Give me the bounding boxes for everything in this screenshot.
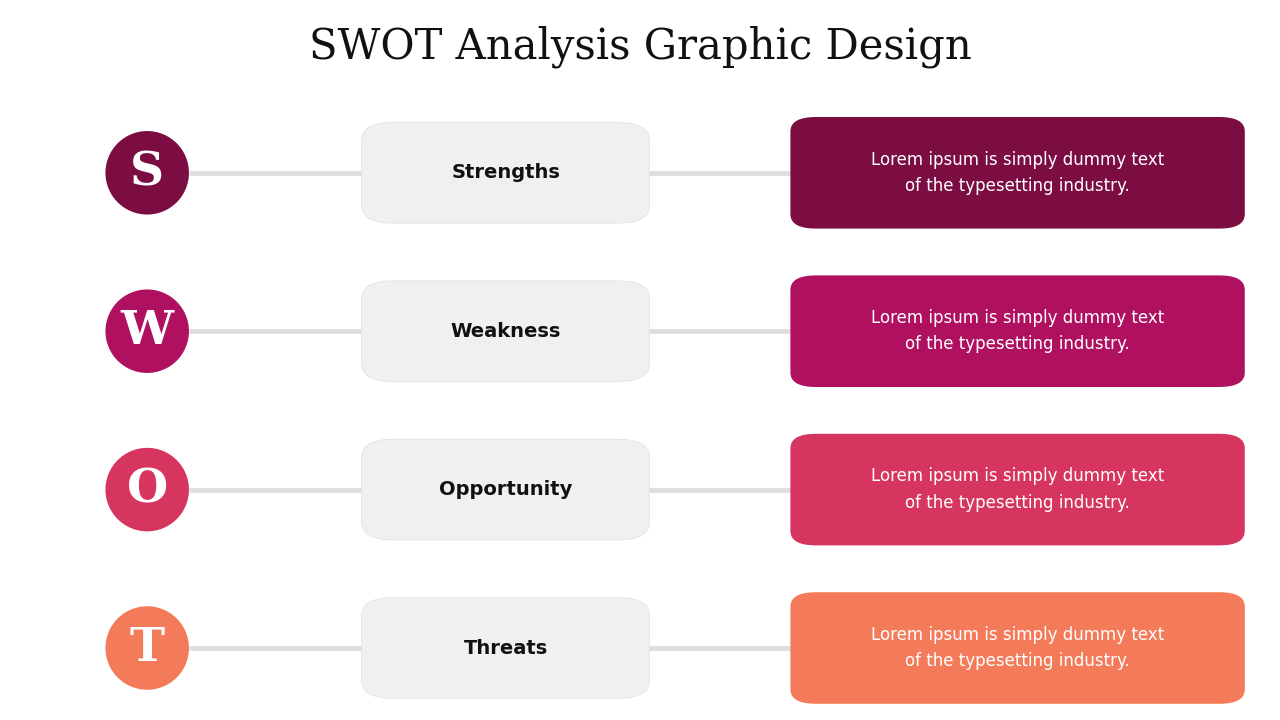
Text: Weakness: Weakness [451,322,561,341]
Text: Opportunity: Opportunity [439,480,572,499]
Text: Lorem ipsum is simply dummy text
of the typesetting industry.: Lorem ipsum is simply dummy text of the … [870,309,1165,354]
FancyBboxPatch shape [361,439,649,540]
FancyBboxPatch shape [791,275,1244,387]
Text: S: S [131,150,164,196]
FancyBboxPatch shape [361,281,649,382]
Ellipse shape [105,448,189,531]
Text: Threats: Threats [463,639,548,657]
Ellipse shape [105,289,189,373]
FancyBboxPatch shape [791,117,1244,229]
Text: Strengths: Strengths [451,163,561,182]
Text: T: T [129,625,165,671]
Text: Lorem ipsum is simply dummy text
of the typesetting industry.: Lorem ipsum is simply dummy text of the … [870,626,1165,670]
Text: W: W [120,308,174,354]
Text: Lorem ipsum is simply dummy text
of the typesetting industry.: Lorem ipsum is simply dummy text of the … [870,150,1165,195]
Ellipse shape [105,606,189,690]
FancyBboxPatch shape [361,598,649,698]
FancyBboxPatch shape [791,433,1244,546]
Text: O: O [127,467,168,513]
Text: SWOT Analysis Graphic Design: SWOT Analysis Graphic Design [308,25,972,68]
Text: Lorem ipsum is simply dummy text
of the typesetting industry.: Lorem ipsum is simply dummy text of the … [870,467,1165,512]
Ellipse shape [105,131,189,215]
FancyBboxPatch shape [361,122,649,223]
FancyBboxPatch shape [791,592,1244,704]
